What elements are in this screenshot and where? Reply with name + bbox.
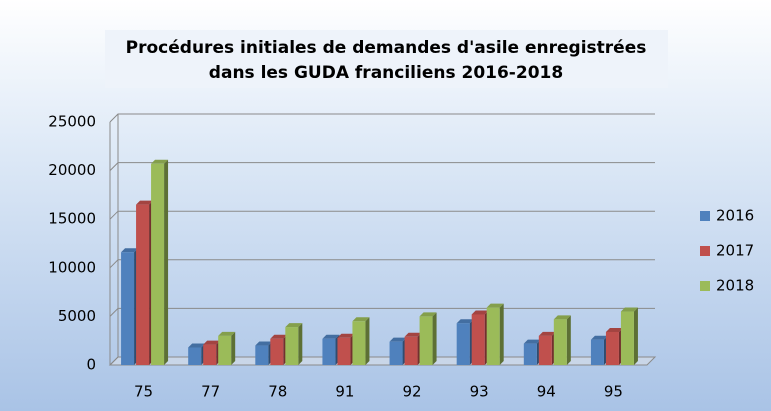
bar-top (419, 312, 437, 317)
x-tick-label: 95 (604, 383, 623, 401)
bar (419, 316, 433, 365)
bar-top (389, 337, 407, 342)
bar-top (188, 343, 206, 348)
bar (538, 335, 552, 365)
bar (337, 337, 351, 365)
bar-top (620, 307, 638, 312)
grid-line (109, 259, 655, 269)
grid-line (109, 162, 655, 171)
legend-swatch (700, 246, 710, 256)
bar (620, 311, 634, 365)
x-tick-label: 78 (268, 383, 287, 401)
chart-title: dans les GUDA franciliens 2016-2018 (209, 63, 563, 83)
bar (188, 347, 202, 365)
chart-title: Procédures initiales de demandes d'asile… (126, 38, 647, 58)
bar (121, 252, 135, 365)
bar-top (285, 323, 303, 328)
y-tick-label: 0 (86, 356, 96, 374)
bar-side (164, 159, 169, 365)
x-tick-label: 94 (537, 383, 556, 401)
bar-top (151, 159, 169, 164)
bar (523, 343, 537, 365)
title-box (105, 30, 668, 88)
bar-top (456, 319, 474, 324)
bar-top (471, 310, 489, 315)
bar (151, 163, 165, 365)
bar (203, 344, 217, 365)
y-tick-label: 20000 (48, 161, 96, 179)
x-tick-label: 75 (134, 383, 153, 401)
legend-swatch (700, 211, 710, 221)
bar (486, 307, 500, 365)
bar-side (499, 303, 504, 365)
legend-swatch (700, 281, 710, 291)
bar-top (605, 327, 623, 332)
bar-top (322, 334, 340, 339)
bar (352, 321, 366, 365)
bar (270, 338, 284, 365)
x-tick-label: 77 (201, 383, 220, 401)
grid-line (109, 113, 655, 123)
bar-top (538, 331, 556, 336)
bar-top (203, 340, 221, 345)
bar-top (486, 303, 504, 308)
y-tick-label: 5000 (58, 307, 96, 325)
bar (255, 345, 269, 365)
bar-top (337, 333, 355, 338)
bar (136, 204, 150, 365)
bar-side (365, 317, 370, 365)
bar-side (298, 323, 303, 365)
bar-top (218, 331, 236, 336)
bar-top (255, 341, 273, 346)
legend-label: 2018 (716, 277, 754, 295)
x-tick-label: 91 (335, 383, 354, 401)
bar-top (523, 339, 541, 344)
bar-top (352, 317, 370, 322)
bar (404, 336, 418, 365)
y-tick-label: 10000 (48, 258, 96, 276)
bar (322, 338, 336, 365)
bar (471, 314, 485, 365)
bar (456, 323, 470, 365)
legend-label: 2017 (716, 242, 754, 260)
bar-top (121, 248, 139, 253)
bar (218, 335, 232, 365)
x-tick-label: 92 (403, 383, 422, 401)
y-tick-label: 15000 (48, 210, 96, 228)
bar-top (270, 334, 288, 339)
bar (389, 341, 403, 365)
bar-side (231, 331, 236, 365)
x-tick-label: 93 (470, 383, 489, 401)
bar-top (553, 315, 571, 320)
bar-side (566, 315, 571, 365)
bar-side (432, 312, 437, 365)
grid-line (109, 210, 655, 220)
bar (590, 339, 604, 365)
bar-top (136, 200, 154, 205)
bar (285, 327, 299, 365)
legend-label: 2016 (716, 207, 754, 225)
grid-line (109, 307, 655, 317)
y-tick-label: 25000 (48, 113, 96, 131)
bar-top (590, 335, 608, 340)
bar (553, 319, 567, 365)
bar-side (633, 307, 638, 365)
bar (605, 331, 619, 365)
bar-top (404, 332, 422, 337)
